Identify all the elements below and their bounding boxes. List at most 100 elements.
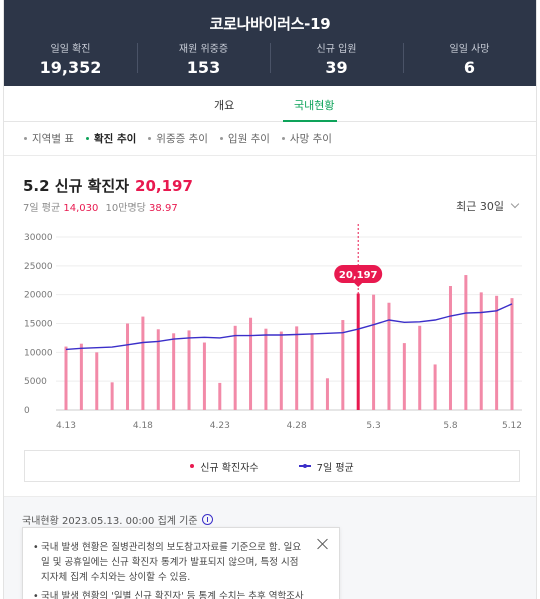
subtab-region-table[interactable]: 지역별 표 [24,131,74,146]
bar [495,295,499,410]
bar [264,328,268,410]
avg-label: 7일 평균 [23,203,61,214]
subtab-death-trend[interactable]: 사망 추이 [281,131,332,146]
legend-label: 신규 확진자수 [200,462,259,474]
y-tick-label: 30000 [24,233,53,243]
bullet-icon [281,137,285,140]
x-tick-label: 4.28 [287,421,307,431]
bar [341,320,345,410]
stat-label: 신규 입원 [316,44,357,55]
close-icon[interactable] [317,538,329,550]
highlight-label-pointer [354,283,363,287]
per-value: 38.97 [149,203,178,214]
legend-item-line[interactable]: 7일 평균 [298,459,354,474]
bar [448,286,452,410]
stat-label: 일일 사망 [449,44,490,55]
subtab-confirmed-trend[interactable]: 확진 추이 [85,131,137,146]
bar [356,293,360,410]
bar [310,333,314,410]
stat-new-admission: 신규 입원 39 [270,40,403,77]
bar [433,364,437,410]
basis-text: 국내현황 2023.05.13. 00:00 집계 기준 [22,516,198,527]
note-item: 국내 발생 현황은 질병관리청의 보도참고자료를 기준으로 함. 일요일 및 공… [33,540,309,585]
avg-line [65,303,513,351]
summary-header: 코로나바이러스-19 일일 확진 19,352 재원 위중증 153 신규 입원… [4,0,536,86]
period-label: 최근 30일 [456,200,504,213]
tab-overview[interactable]: 개요 [214,99,235,112]
y-tick-label: 5000 [24,377,47,387]
per-label: 10만명당 [105,203,146,214]
main-tabs: 개요 국내현황 [4,86,536,122]
y-tick-label: 15000 [24,320,53,330]
y-tick-label: 20000 [24,291,53,301]
bar [202,342,206,410]
bar [110,382,114,410]
chart-title: 5.2 신규 확진자 20,197 [23,175,193,196]
bar [79,343,83,410]
period-select[interactable]: 최근 30일 [456,198,520,214]
subtab-label: 사망 추이 [289,133,332,145]
stat-value: 39 [325,58,348,77]
confirmed-chart: 30000 25000 20000 15000 10000 5000 0 20,197 4.13… [24,224,522,431]
y-tick-label: 25000 [24,262,53,272]
subtab-admission-trend[interactable]: 입원 추이 [219,131,270,146]
legend-label: 7일 평균 [316,462,354,474]
chart-header: 5.2 신규 확진자 20,197 7일 평균 14,030 10만명당 38.9… [4,156,536,214]
bar [387,302,391,410]
bar [218,382,222,410]
active-tab-indicator [283,120,337,122]
y-tick-label: 10000 [24,348,53,358]
bar [464,275,468,410]
bar [64,346,68,410]
bar [172,333,176,410]
bar [295,326,299,410]
covid-panel: 코로나바이러스-19 일일 확진 19,352 재원 위중증 153 신규 입원… [3,0,537,599]
subtab-label: 위중증 추이 [156,133,208,145]
chart-subinfo: 7일 평균 14,030 10만명당 38.97 [23,199,178,214]
subtab-label: 입원 추이 [227,133,270,145]
legend-item-bar[interactable]: 신규 확진자수 [190,459,259,474]
bar [325,378,329,410]
data-basis: 국내현황 2023.05.13. 00:00 집계 기준 [22,512,213,527]
x-tick-label: 4.23 [210,421,230,431]
stat-daily-confirmed: 일일 확진 19,352 [4,40,137,77]
bar [233,325,237,410]
bar [279,331,283,410]
stat-label: 재원 위중증 [178,44,229,55]
bar [249,317,253,410]
subtab-label: 지역별 표 [32,133,74,145]
page-title: 코로나바이러스-19 [209,15,331,33]
sub-tabs: 지역별 표 확진 추이 위중증 추이 입원 추이 사망 추이 [4,122,536,156]
highlight-label-bg [334,265,383,283]
highlight-value-label: 20,197 [339,270,378,281]
chevron-down-icon [510,199,520,209]
legend-line-icon [298,464,311,468]
y-tick-label: 0 [24,406,30,416]
stat-value: 6 [463,58,476,77]
stat-label: 일일 확진 [50,44,91,55]
bar [479,292,483,410]
x-tick-label: 4.18 [133,421,153,431]
bar [141,316,145,410]
bar [126,323,130,410]
stat-daily-death: 일일 사망 6 [403,40,536,77]
avg-value: 14,030 [63,203,99,214]
x-tick-label: 4.13 [56,421,76,431]
stat-critical: 재원 위중증 153 [137,40,270,77]
bullet-icon [85,137,89,140]
chart-legend: 신규 확진자수 7일 평균 [24,450,520,482]
chart-title-value: 20,197 [135,177,193,195]
subtab-label: 확진 추이 [93,133,137,145]
bar [510,298,514,410]
info-tooltip: 국내 발생 현황은 질병관리청의 보도참고자료를 기준으로 함. 일요일 및 공… [22,527,340,599]
bar [402,343,406,410]
x-tick-label: 5.12 [502,421,522,431]
info-icon[interactable] [201,514,213,525]
subtab-critical-trend[interactable]: 위중증 추이 [148,131,208,146]
stat-value: 19,352 [39,58,102,77]
legend-dot-icon [190,464,195,468]
stats-row: 일일 확진 19,352 재원 위중증 153 신규 입원 39 일일 사망 6 [4,40,536,77]
bullet-icon [148,137,152,140]
bar [156,329,160,410]
tab-domestic[interactable]: 국내현황 [294,99,335,112]
